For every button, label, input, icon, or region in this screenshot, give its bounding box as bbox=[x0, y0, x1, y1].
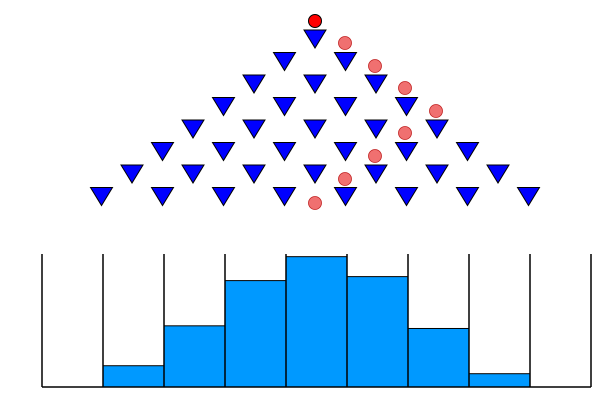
peg-icon bbox=[242, 119, 266, 139]
trail-ball bbox=[368, 149, 382, 163]
bin-bar bbox=[102, 365, 165, 388]
peg-icon bbox=[394, 142, 419, 162]
peg-icon bbox=[150, 142, 175, 162]
peg-icon bbox=[211, 97, 236, 117]
trail-ball bbox=[398, 126, 412, 140]
peg-icon bbox=[486, 164, 510, 184]
ball-path bbox=[308, 14, 443, 210]
peg-icon bbox=[89, 187, 114, 207]
histogram-bins bbox=[41, 254, 592, 388]
peg-icon bbox=[364, 74, 388, 94]
peg-icon bbox=[333, 187, 358, 207]
trail-ball bbox=[398, 81, 412, 95]
trail-ball bbox=[308, 196, 322, 210]
peg-icon bbox=[242, 74, 266, 94]
trail-ball bbox=[368, 59, 382, 73]
dropping-ball bbox=[308, 14, 322, 28]
bin-bar bbox=[163, 325, 226, 388]
peg-icon bbox=[516, 187, 541, 207]
bin-bar bbox=[468, 373, 531, 388]
peg-icon bbox=[120, 164, 144, 184]
bin-bar bbox=[346, 276, 409, 388]
peg-icon bbox=[303, 29, 327, 49]
peg-icon bbox=[272, 142, 297, 162]
bin-bar bbox=[407, 327, 470, 388]
peg-icon bbox=[333, 142, 358, 162]
peg-icon bbox=[272, 52, 297, 72]
peg-icon bbox=[333, 52, 358, 72]
peg-icon bbox=[272, 187, 297, 207]
peg-icon bbox=[303, 119, 327, 139]
peg-icon bbox=[455, 142, 480, 162]
peg-icon bbox=[303, 74, 327, 94]
trail-ball bbox=[338, 36, 352, 50]
peg-icon bbox=[364, 164, 388, 184]
peg-icon bbox=[181, 164, 205, 184]
peg-icon bbox=[333, 97, 358, 117]
trail-ball bbox=[338, 172, 352, 186]
peg-icon bbox=[303, 164, 327, 184]
bin-bar bbox=[224, 280, 287, 388]
peg-icon bbox=[425, 164, 449, 184]
peg-icon bbox=[455, 187, 480, 207]
peg-field bbox=[89, 29, 541, 207]
peg-icon bbox=[211, 187, 236, 207]
peg-icon bbox=[181, 119, 205, 139]
peg-icon bbox=[394, 97, 419, 117]
peg-icon bbox=[425, 119, 449, 139]
trail-ball bbox=[429, 104, 443, 118]
peg-icon bbox=[272, 97, 297, 117]
peg-icon bbox=[150, 187, 175, 207]
peg-icon bbox=[242, 164, 266, 184]
bin-bar bbox=[285, 256, 348, 388]
peg-icon bbox=[364, 119, 388, 139]
peg-icon bbox=[211, 142, 236, 162]
peg-icon bbox=[394, 187, 419, 207]
